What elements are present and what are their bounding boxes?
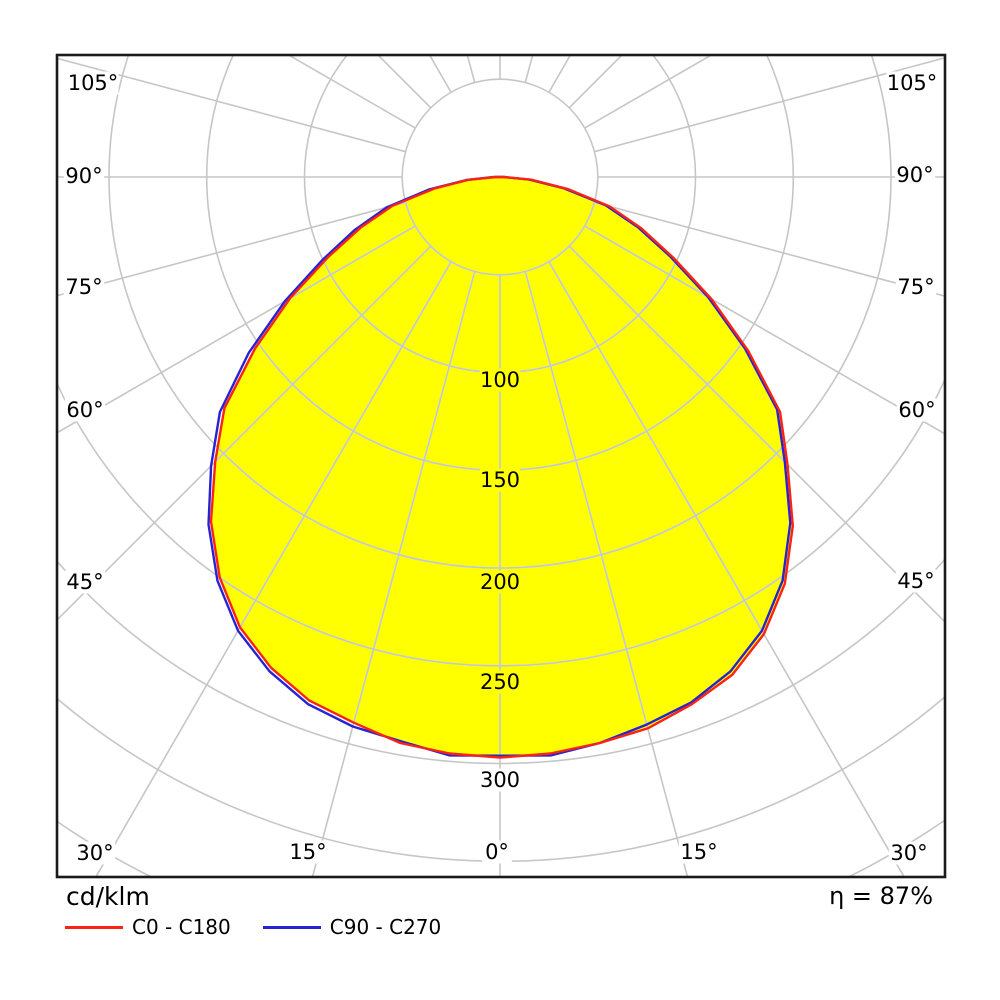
angle-label: 45°: [66, 570, 103, 594]
angle-label: 75°: [65, 275, 102, 299]
legend-line-c0-icon: [65, 925, 123, 929]
angle-label: 60°: [66, 398, 103, 422]
ring-value-label: 250: [480, 670, 520, 694]
ring-value-label: 200: [480, 570, 520, 594]
angle-label: 105°: [887, 71, 938, 95]
curve-c0-c180: [209, 175, 794, 759]
angle-label: 0°: [485, 840, 509, 864]
chart-frame: [55, 53, 947, 879]
ring-value-label: 100: [480, 368, 520, 392]
angle-label: 105°: [68, 71, 119, 95]
angle-label: 90°: [65, 164, 102, 188]
legend-label-c0: C0 - C180: [132, 915, 231, 939]
legend-line-c90-icon: [262, 925, 321, 929]
intensity-fill-area: [211, 177, 793, 758]
angle-label: 75°: [897, 275, 934, 299]
angle-label: 15°: [680, 840, 717, 864]
ring-value-label: 150: [480, 468, 520, 492]
efficiency-label: η = 87%: [829, 882, 933, 910]
polar-intensity-chart: 100 150 200 250 300 105° 90° 75° 60° 45° 30° 15° 0° 1…: [55, 53, 947, 879]
angle-label: 45°: [897, 569, 934, 593]
angle-label: 15°: [289, 840, 326, 864]
angle-label: 30°: [890, 841, 927, 865]
angle-label: 90°: [896, 163, 933, 187]
legend-label-c90: C90 - C270: [329, 915, 442, 939]
ring-value-label: 300: [480, 768, 520, 792]
angle-label: 60°: [898, 398, 935, 422]
angle-label: 30°: [76, 841, 113, 865]
chart-legend: C0 - C180 C90 - C270: [65, 915, 473, 939]
units-label: cd/klm: [66, 882, 150, 911]
